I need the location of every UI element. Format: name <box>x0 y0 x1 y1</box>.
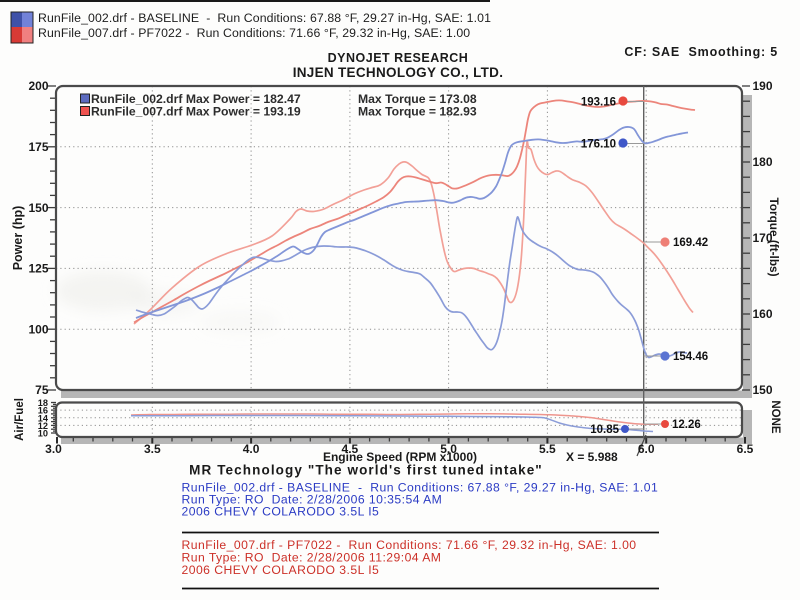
svg-text:5.5: 5.5 <box>539 442 556 456</box>
svg-text:200: 200 <box>28 79 48 93</box>
svg-text:190: 190 <box>753 79 773 93</box>
svg-text:18: 18 <box>38 398 48 408</box>
svg-text:RunFile_007.drf - PF7022 - Ru: RunFile_007.drf - PF7022 - Run Condition… <box>38 26 470 40</box>
svg-text:176.10: 176.10 <box>581 139 616 151</box>
svg-text:Run Type: RO Date: 2/28/2006: Run Type: RO Date: 2/28/2006 11:29:04 AM <box>182 551 442 565</box>
svg-text:5.0: 5.0 <box>440 442 457 456</box>
svg-text:CF: SAE Smoothing: 5: CF: SAE Smoothing: 5 <box>624 45 778 59</box>
svg-text:6.0: 6.0 <box>638 442 655 456</box>
svg-text:154.46: 154.46 <box>673 351 708 363</box>
svg-text:16: 16 <box>38 406 48 416</box>
svg-text:180: 180 <box>753 155 773 169</box>
svg-text:MR Technology "The world's fir: MR Technology "The world's first tuned i… <box>189 463 543 478</box>
svg-text:100: 100 <box>28 322 48 336</box>
svg-text:Engine Speed (RPM x1000): Engine Speed (RPM x1000) <box>323 450 477 464</box>
svg-text:DYNOJET RESEARCH: DYNOJET RESEARCH <box>328 51 469 65</box>
svg-text:14: 14 <box>38 413 49 423</box>
svg-text:10.85: 10.85 <box>590 424 619 436</box>
svg-text:12: 12 <box>38 421 48 431</box>
svg-text:INJEN TECHNOLOGY CO., LTD.: INJEN TECHNOLOGY CO., LTD. <box>293 65 504 80</box>
svg-text:RunFile_007.drf Max Power = 19: RunFile_007.drf Max Power = 193.19 <box>91 105 301 119</box>
svg-text:10: 10 <box>38 429 48 439</box>
svg-text:3.5: 3.5 <box>144 442 161 456</box>
svg-text:193.16: 193.16 <box>581 97 616 109</box>
svg-text:125: 125 <box>28 262 48 276</box>
svg-text:169.42: 169.42 <box>673 237 708 249</box>
svg-text:150: 150 <box>28 201 48 215</box>
svg-text:12.26: 12.26 <box>672 419 701 431</box>
svg-text:150: 150 <box>753 383 773 397</box>
svg-text:2006 CHEVY COLARODO 3.5L I5: 2006 CHEVY COLARODO 3.5L I5 <box>182 563 380 577</box>
svg-text:RunFile_002.drf - BASELINE -: RunFile_002.drf - BASELINE - Run Conditi… <box>182 481 659 495</box>
svg-text:6.5: 6.5 <box>737 442 754 456</box>
svg-text:2006 CHEVY COLARODO 3.5L I5: 2006 CHEVY COLARODO 3.5L I5 <box>182 505 380 519</box>
svg-text:170: 170 <box>753 231 773 245</box>
svg-text:175: 175 <box>28 140 48 154</box>
svg-text:75: 75 <box>35 383 49 397</box>
svg-text:4.0: 4.0 <box>243 442 260 456</box>
svg-text:Run Type: RO Date: 2/28/2006: Run Type: RO Date: 2/28/2006 10:35:54 AM <box>182 493 443 507</box>
svg-text:X = 5.988: X = 5.988 <box>566 450 618 464</box>
svg-text:160: 160 <box>753 307 773 321</box>
svg-text:NONE: NONE <box>769 400 781 434</box>
svg-text:4.5: 4.5 <box>342 442 359 456</box>
svg-text:RunFile_002.drf - BASELINE -: RunFile_002.drf - BASELINE - Run Conditi… <box>38 11 491 25</box>
svg-text:Air/Fuel: Air/Fuel <box>14 398 26 441</box>
svg-text:Max Torque = 173.08: Max Torque = 173.08 <box>358 92 477 106</box>
svg-text:Power (hp): Power (hp) <box>11 206 25 271</box>
svg-text:Torque (ft-lbs): Torque (ft-lbs) <box>767 197 781 276</box>
svg-text:RunFile_007.drf - PF7022 - Ru: RunFile_007.drf - PF7022 - Run Condition… <box>182 538 637 552</box>
svg-text:3.0: 3.0 <box>45 442 62 456</box>
svg-text:RunFile_002.drf Max Power = 18: RunFile_002.drf Max Power = 182.47 <box>91 92 301 106</box>
svg-text:Max Torque = 182.93: Max Torque = 182.93 <box>358 105 477 119</box>
